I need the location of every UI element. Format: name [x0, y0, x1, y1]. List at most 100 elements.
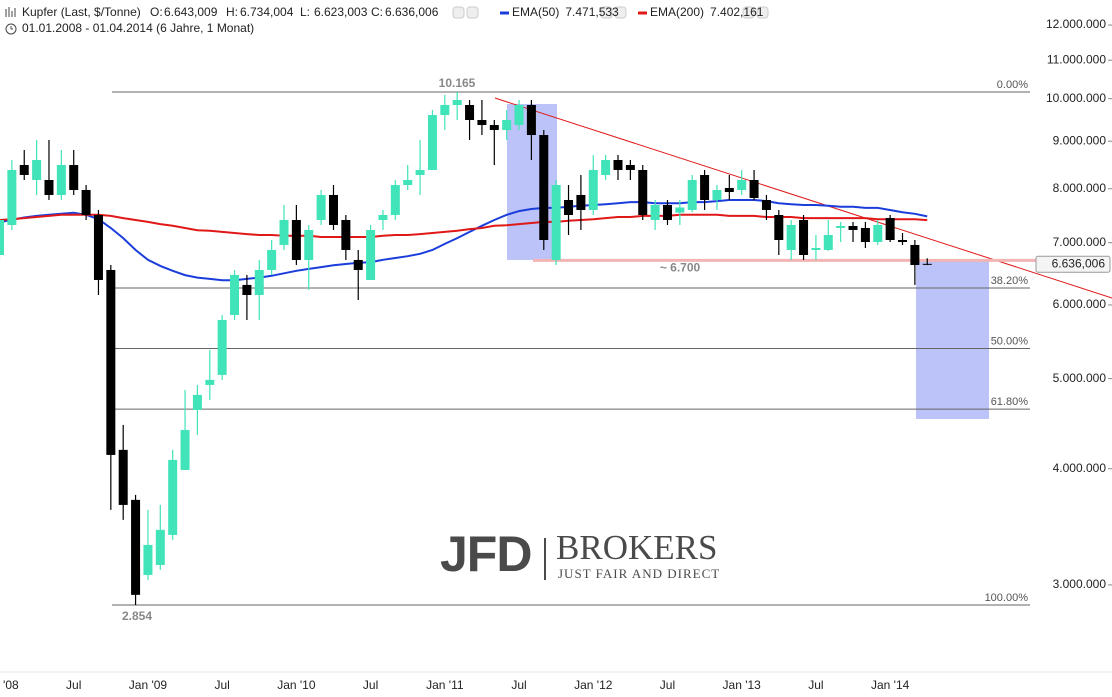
- candle-body: [69, 165, 79, 190]
- watermark-brand: JFD: [440, 526, 531, 582]
- candle-body: [415, 169, 425, 175]
- candle-body: [687, 179, 697, 210]
- legend-icons[interactable]: [452, 6, 769, 19]
- candle-body: [81, 189, 91, 216]
- candle-body: [341, 219, 351, 250]
- candle-body: [56, 165, 66, 195]
- candle-body: [155, 529, 165, 565]
- candle-body: [601, 159, 611, 175]
- candle-body: [291, 219, 301, 260]
- candle-body: [613, 159, 623, 170]
- readout-name: H:: [226, 5, 238, 19]
- candle-body: [366, 229, 376, 280]
- candle-body: [526, 105, 536, 136]
- candle-body: [192, 394, 202, 410]
- candle-body: [786, 224, 796, 250]
- chart-subtitle: 01.01.2008 - 01.04.2014 (6 Jahre, 1 Mona…: [22, 21, 254, 35]
- fib-label: 38.20%: [991, 275, 1029, 287]
- x-tick-label: Jan '12: [574, 678, 613, 692]
- candle-body: [588, 169, 598, 210]
- candle-body: [44, 179, 54, 195]
- readout-value: 6.734,004: [240, 5, 294, 19]
- y-tick-label: 12.000.000: [1046, 17, 1106, 31]
- y-tick-label: 4.000.000: [1053, 461, 1107, 475]
- readout-name: L:: [300, 5, 310, 19]
- support-label: ~ 6.700: [660, 261, 701, 275]
- fib-label: 0.00%: [997, 79, 1028, 91]
- candle-body: [131, 499, 141, 595]
- candle-body: [180, 429, 190, 470]
- chart-title: Kupfer (Last, $/Tonne): [22, 5, 141, 19]
- candle-body: [650, 204, 660, 220]
- candle-body: [205, 379, 215, 385]
- fib-low-label: 2.854: [122, 609, 152, 623]
- candle-body: [576, 194, 586, 210]
- y-tick-label: 7.000.000: [1053, 235, 1107, 249]
- candle-body: [823, 234, 833, 250]
- y-tick-label: 10.000.000: [1046, 91, 1106, 105]
- candle-body: [0, 219, 4, 256]
- candle-body: [625, 165, 635, 170]
- candle-body: [118, 449, 128, 505]
- candle-body: [7, 169, 17, 225]
- candle-body: [898, 240, 908, 243]
- trendline: [494, 97, 1112, 299]
- candle-body: [403, 179, 413, 186]
- candle-body: [254, 269, 264, 295]
- candle-body: [811, 247, 821, 250]
- y-tick-label: 3.000.000: [1053, 577, 1107, 591]
- readout-name: O:: [150, 5, 163, 19]
- readout-value: 6.636,006: [385, 5, 439, 19]
- candle-body: [489, 125, 499, 131]
- legend-value: 7.402,161: [710, 5, 764, 19]
- candle-body: [885, 217, 895, 241]
- ema-line: [0, 213, 928, 238]
- candle-body: [353, 259, 363, 270]
- candle-body: [328, 194, 338, 225]
- candle-body: [502, 120, 512, 131]
- candle-body: [106, 269, 116, 455]
- candle-body: [638, 169, 648, 216]
- candle-body: [279, 219, 289, 245]
- candle-body: [93, 215, 103, 280]
- header-icon: [5, 7, 16, 17]
- x-tick-label: Jan '08: [0, 678, 19, 692]
- candle-body: [860, 227, 870, 243]
- candle-body: [316, 194, 326, 220]
- candle-body: [761, 199, 771, 210]
- x-tick-label: Jul: [511, 678, 526, 692]
- x-tick-label: Jan '14: [871, 678, 910, 692]
- target-box: [916, 260, 989, 419]
- candle-body: [749, 179, 759, 198]
- watermark-name: BROKERS: [556, 528, 717, 567]
- candle-body: [712, 189, 722, 200]
- candle-body: [922, 263, 932, 265]
- x-tick-label: Jul: [363, 678, 378, 692]
- candle-body: [267, 249, 277, 270]
- candle-body: [564, 199, 574, 216]
- ema-line: [0, 199, 928, 282]
- candle-body: [675, 207, 685, 213]
- readout-value: 6.623,003: [314, 5, 368, 19]
- candle-body: [452, 99, 462, 106]
- readout-value: 6.643,009: [164, 5, 218, 19]
- y-tick-label: 6.000.000: [1053, 297, 1107, 311]
- candle-body: [737, 179, 747, 190]
- candle-body: [774, 215, 784, 241]
- candle-body: [230, 274, 240, 315]
- x-tick-label: Jan '13: [723, 678, 762, 692]
- legend-name: EMA(200): [650, 5, 704, 19]
- watermark: JFD BROKERS JUST FAIR AND DIRECT: [440, 526, 719, 582]
- candle-body: [724, 187, 734, 193]
- candle-body: [799, 219, 809, 256]
- x-tick-label: Jan '09: [129, 678, 168, 692]
- y-tick-label: 9.000.000: [1053, 133, 1107, 147]
- candle-body: [700, 174, 710, 200]
- candle-body: [390, 185, 400, 216]
- y-tick-label: 11.000.000: [1047, 52, 1106, 66]
- candle-body: [910, 244, 920, 266]
- fib-high-label: 10.165: [439, 76, 476, 90]
- x-tick-label: Jan '11: [426, 678, 464, 692]
- y-tick-label: 5.000.000: [1053, 371, 1107, 385]
